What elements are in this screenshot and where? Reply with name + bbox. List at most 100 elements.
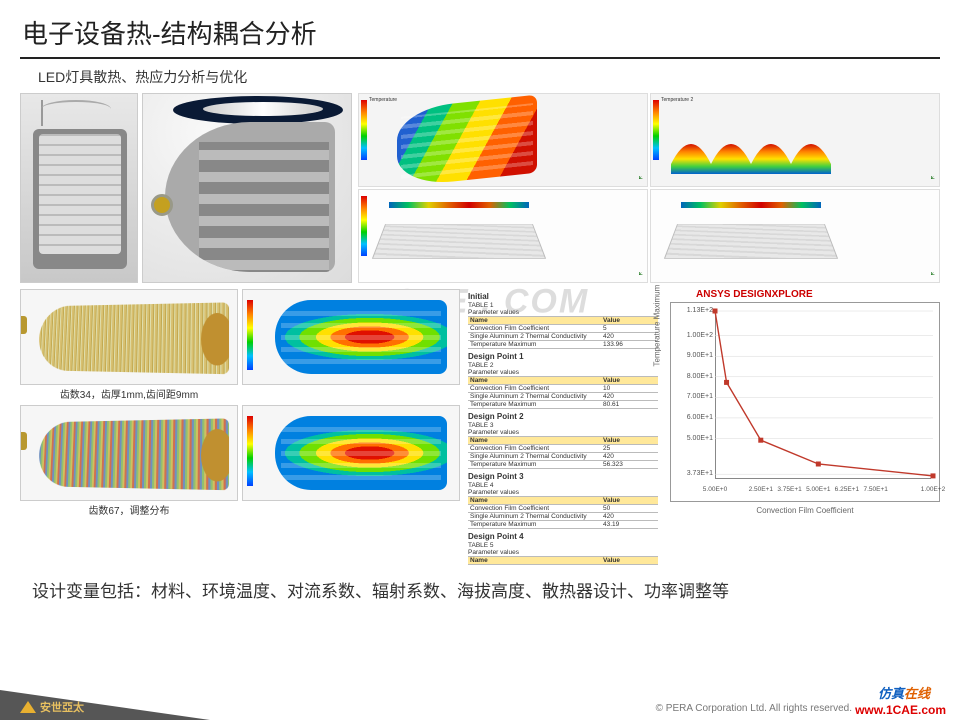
- heatsink-variant-a: [20, 289, 238, 385]
- axis-triad-icon: ⟀: [639, 270, 643, 278]
- sim-wave: [671, 114, 831, 174]
- table-cell: Name: [468, 317, 601, 325]
- hs-shape: [38, 302, 229, 374]
- table-cell: Value: [601, 377, 658, 385]
- sim-contour: [397, 95, 537, 187]
- legend-text: Temperature: [369, 98, 397, 104]
- table-cell: Single Aluminum 2 Thermal Conductivity: [468, 453, 601, 461]
- sim-temp-2: Temperature 2 ⟀: [650, 93, 940, 187]
- table-cell: Convection Film Coefficient: [468, 325, 601, 333]
- table-cell: Name: [468, 557, 601, 565]
- hs-stub: [20, 432, 27, 450]
- table-cell: Value: [601, 317, 658, 325]
- legend-bar-icon: [247, 416, 253, 486]
- table-cell: Temperature Maximum: [468, 461, 601, 469]
- param-table: NameValueConvection Film Coefficient25Si…: [468, 436, 658, 469]
- xtick-label: 7.50E+1: [863, 486, 887, 493]
- table-section-head: Design Point 2: [468, 412, 658, 421]
- table-id: TABLE 3: [468, 422, 658, 429]
- xtick-label: 3.75E+1: [777, 486, 801, 493]
- table-cell: 420: [601, 453, 658, 461]
- heatsink-cad: [142, 93, 352, 283]
- wm1-a: 仿真: [878, 686, 904, 701]
- table-cell: 5: [601, 325, 658, 333]
- table-cell: Temperature Maximum: [468, 521, 601, 529]
- ytick-label: 5.00E+1: [675, 435, 713, 442]
- left-images: [20, 93, 352, 283]
- hs-cap: [201, 429, 229, 482]
- xtick-label: 5.00E+0: [703, 486, 727, 493]
- line-chart: Temperature Maximum Convection Film Coef…: [670, 302, 940, 502]
- table-sub: Parameter values: [468, 549, 658, 556]
- heatsink-variant-b: [20, 405, 238, 501]
- led-lamp-photo: [20, 93, 138, 283]
- table-cell: Name: [468, 377, 601, 385]
- table-cell: Name: [468, 437, 601, 445]
- ytick-label: 8.00E+1: [675, 373, 713, 380]
- table-id: TABLE 2: [468, 362, 658, 369]
- ytick-label: 1.13E+2: [675, 307, 713, 314]
- sim-deform-1: ⟀: [358, 189, 648, 283]
- ytick-label: 9.00E+1: [675, 352, 713, 359]
- thermal-contour: [275, 300, 447, 374]
- ytick-label: 7.00E+1: [675, 393, 713, 400]
- wm1-b: 在线: [904, 686, 930, 701]
- axis-triad-icon: ⟀: [931, 270, 935, 278]
- deform-arc: [389, 202, 529, 242]
- table-cell: 50: [601, 505, 658, 513]
- table-sub: Parameter values: [468, 489, 658, 496]
- table-cell: 10: [601, 385, 658, 393]
- table-cell: Value: [601, 497, 658, 505]
- table-cell: Convection Film Coefficient: [468, 505, 601, 513]
- table-cell: Single Aluminum 2 Thermal Conductivity: [468, 333, 601, 341]
- variant-a-label: 齿数34，齿厚1mm,齿间距9mm: [20, 385, 238, 401]
- table-cell: 25: [601, 445, 658, 453]
- legend-bar-icon: [247, 300, 253, 370]
- legend-bar-icon: [653, 100, 659, 160]
- table-id: TABLE 1: [468, 302, 658, 309]
- right-sim-grid: Temperature ⟀ Temperature 2 ⟀: [358, 93, 940, 283]
- table-cell: Temperature Maximum: [468, 341, 601, 349]
- table-sub: Parameter values: [468, 309, 658, 316]
- footer: 安世亞太 © PERA Corporation Ltd. All rights …: [0, 690, 960, 720]
- legend-text: Temperature 2: [661, 98, 693, 104]
- table-section-head: Initial: [468, 292, 658, 301]
- tables-column: Initial TABLE 1 Parameter valuesNameValu…: [468, 289, 658, 567]
- xtick-label: 6.25E+1: [835, 486, 859, 493]
- lower-left: 齿数34，齿厚1mm,齿间距9mm 齿数67，调整分布: [20, 289, 460, 567]
- thermal-contour: [275, 416, 447, 490]
- table-section-head: Design Point 4: [468, 532, 658, 541]
- heatsink-fins: [199, 142, 329, 272]
- hs-shape: [38, 418, 229, 490]
- hs-stub: [20, 316, 27, 334]
- watermark-1: 仿真在线: [878, 683, 930, 702]
- logo-triangle-icon: [20, 701, 36, 713]
- xtick-label: 2.50E+1: [749, 486, 773, 493]
- table-cell: Value: [601, 437, 658, 445]
- plot-area: [715, 311, 931, 479]
- sim-temp-1: Temperature ⟀: [358, 93, 648, 187]
- param-table: NameValueConvection Film Coefficient50Si…: [468, 496, 658, 529]
- copyright: © PERA Corporation Ltd. All rights reser…: [656, 703, 852, 714]
- xtick-label: 1.00E+2: [921, 486, 945, 493]
- logo-text: 安世亞太: [40, 699, 84, 715]
- table-cell: Temperature Maximum: [468, 401, 601, 409]
- table-sub: Parameter values: [468, 369, 658, 376]
- axis-triad-icon: ⟀: [931, 174, 935, 182]
- table-section-head: Design Point 1: [468, 352, 658, 361]
- legend-bar-icon: [361, 196, 367, 256]
- param-table: NameValueConvection Film Coefficient5Sin…: [468, 316, 658, 349]
- thermal-result-b: [242, 405, 460, 501]
- heatsink-stub: [151, 194, 173, 216]
- table-cell: 133.96: [601, 341, 658, 349]
- heatsink-body: [165, 122, 335, 272]
- table-cell: Name: [468, 497, 601, 505]
- table-cell: Value: [601, 557, 658, 565]
- deform-arc: [681, 202, 821, 242]
- param-table: NameValue: [468, 556, 658, 565]
- lamp-render-top: [173, 96, 343, 124]
- table-cell: 80.61: [601, 401, 658, 409]
- title-rule: [20, 57, 940, 59]
- bottom-text: 设计变量包括：材料、环境温度、对流系数、辐射系数、海拔高度、散热器设计、功率调整…: [0, 567, 960, 602]
- chart-column: ANSYS DESIGNXPLORE Temperature Maximum C…: [666, 289, 940, 567]
